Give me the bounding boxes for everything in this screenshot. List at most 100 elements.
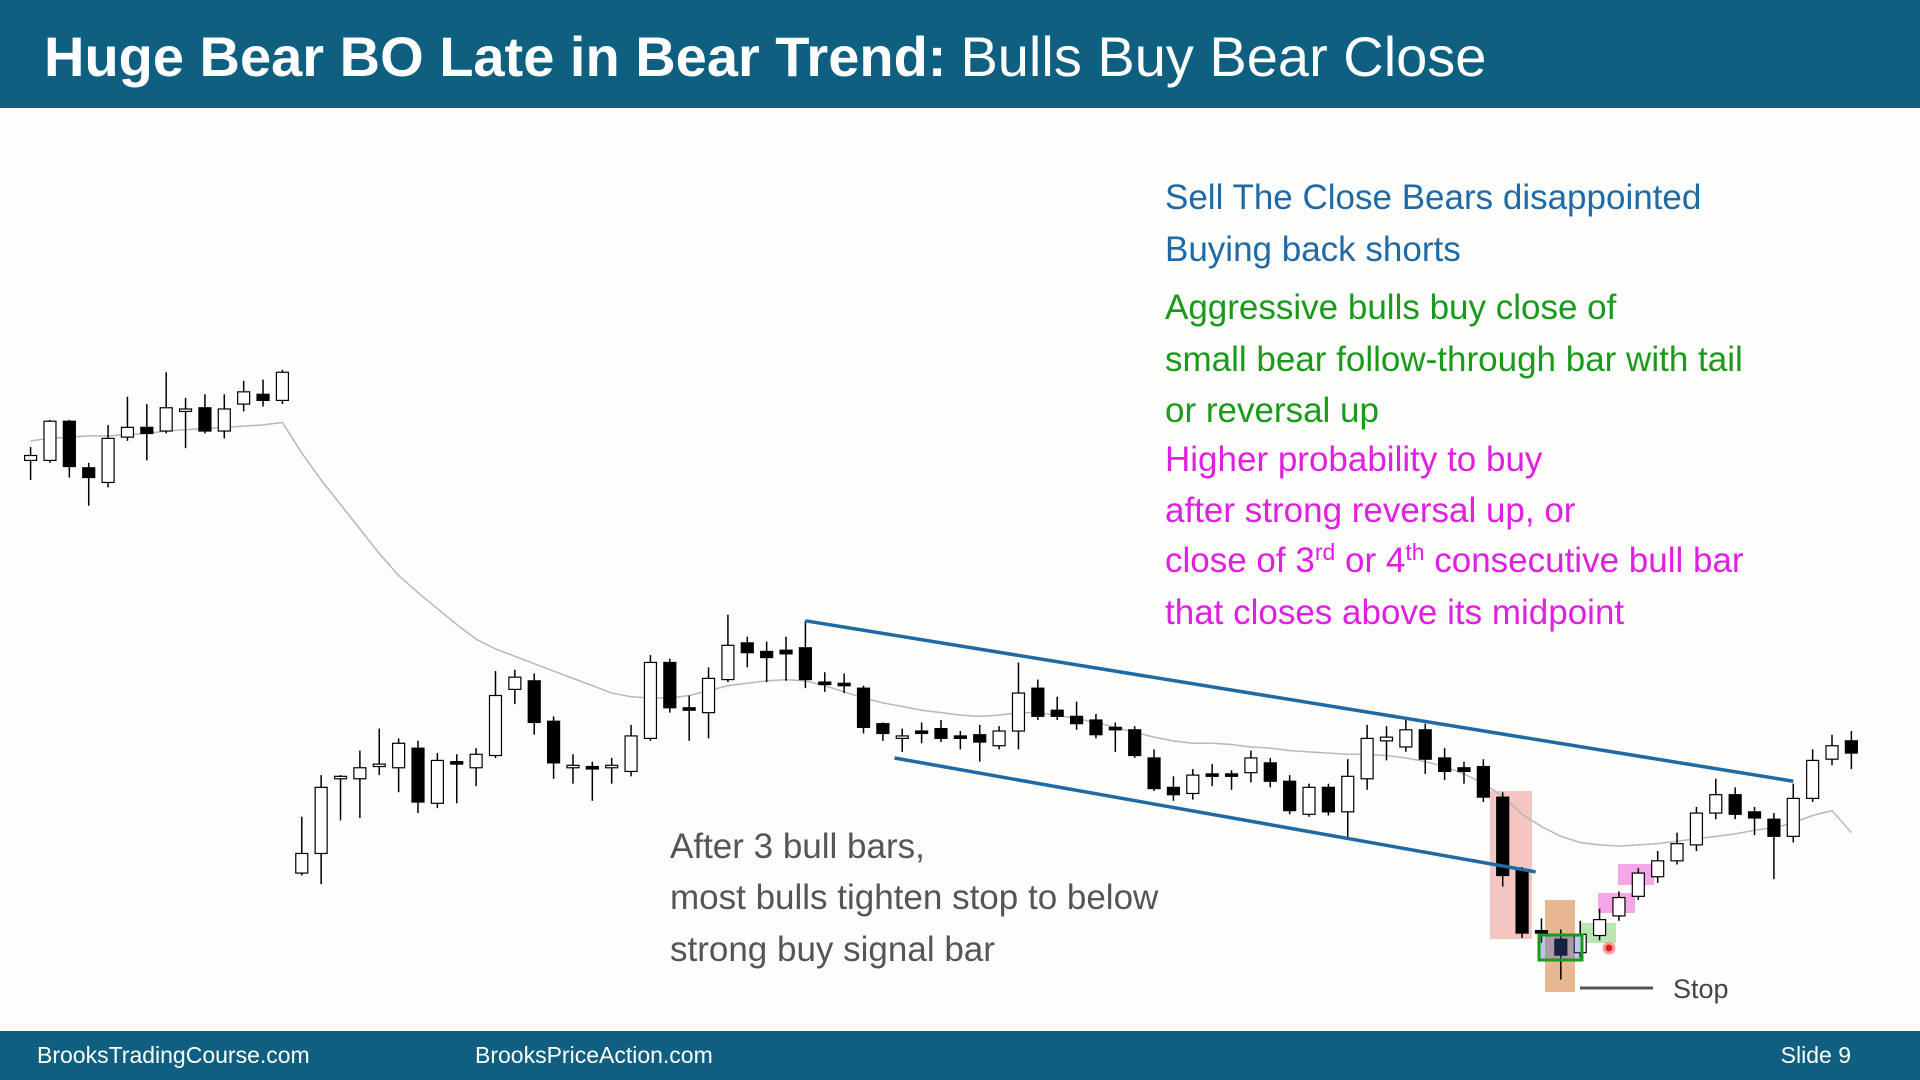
candle-body (295, 852, 309, 874)
note-part: consecutive bull bar (1425, 541, 1744, 580)
candle-body (1728, 794, 1742, 815)
superscript: th (1405, 539, 1424, 565)
candle-body (314, 786, 328, 855)
candle-body (1128, 729, 1142, 757)
note: Higher probability to buy (1165, 440, 1543, 479)
candle-body (818, 681, 832, 686)
candle-body (1321, 786, 1335, 813)
entry-dot (1602, 941, 1616, 955)
candle-body (798, 647, 813, 681)
candle-body (663, 661, 677, 709)
candle-body (469, 753, 483, 769)
candle-body (895, 735, 909, 739)
note: Buying back shorts (1165, 230, 1461, 269)
candle-body (198, 407, 212, 432)
note: close of 3rd or 4th consecutive bull bar (1165, 539, 1744, 580)
candle-body (1089, 719, 1103, 736)
blue-notes: Sell The Close Bears disappointed Buying… (1165, 178, 1701, 269)
candle-body (140, 426, 154, 435)
candle-body (934, 727, 948, 739)
note: small bear follow-through bar with tail (1165, 340, 1743, 379)
title-bold: Huge Bear BO Late in Bear Trend: (44, 25, 946, 88)
candle-body (953, 735, 967, 739)
candle-body (1050, 709, 1064, 717)
candle-body (159, 407, 173, 432)
candle-body (760, 650, 774, 659)
candle-body (392, 742, 406, 769)
candle-body (1806, 759, 1820, 799)
footer-middle: BrooksPriceAction.com (475, 1042, 713, 1068)
candle-body (1244, 757, 1258, 774)
candle-body (566, 764, 580, 769)
candle-body (508, 676, 522, 690)
slide-number: Slide 9 (1781, 1042, 1851, 1068)
candle-body (430, 759, 444, 804)
candle-body (973, 734, 987, 743)
note: After 3 bull bars, (670, 827, 925, 866)
candle-body (1205, 773, 1219, 777)
footer-left: BrooksTradingCourse.com (37, 1042, 310, 1068)
superscript: rd (1315, 539, 1335, 565)
gray-notes: After 3 bull bars, most bulls tighten st… (670, 827, 1159, 969)
candle-body (333, 775, 348, 780)
candle-body (256, 393, 270, 402)
candle-body (1689, 812, 1704, 846)
candle-body (1418, 729, 1432, 760)
note: Sell The Close Bears disappointed (1165, 178, 1701, 217)
candle-body (411, 747, 425, 803)
candle-body (62, 420, 76, 468)
candle-body (856, 687, 871, 728)
candle-body (624, 735, 638, 773)
candle-body (1825, 745, 1839, 760)
candle-body (1031, 687, 1045, 717)
candle-body (1108, 726, 1122, 731)
candle-body (275, 371, 290, 402)
candle-body (876, 723, 890, 735)
note: Aggressive bulls buy close of (1165, 288, 1617, 327)
candle-body (721, 644, 735, 681)
candle-body (585, 765, 599, 770)
note: most bulls tighten stop to below (670, 878, 1159, 917)
candle-body (372, 763, 386, 768)
candle-body (120, 426, 135, 438)
trend-line (894, 756, 1536, 874)
candle-body (837, 682, 851, 687)
candle-body (450, 761, 464, 765)
candle-body (353, 767, 367, 780)
candle-body (992, 730, 1006, 747)
note: after strong reversal up, or (1165, 491, 1576, 530)
candle-body (1399, 729, 1413, 748)
candle-body (1670, 843, 1684, 862)
candle-body (546, 720, 561, 764)
candle-body (527, 680, 541, 724)
candle-body (237, 391, 251, 405)
candle-body (43, 420, 57, 462)
candle-body (1767, 818, 1781, 837)
magenta-notes: Higher probability to buy after strong r… (1165, 440, 1744, 632)
note: or reversal up (1165, 391, 1379, 430)
note-part: or 4 (1335, 541, 1405, 580)
candle-body (701, 677, 716, 714)
candle-body (24, 454, 38, 462)
moving-average (30, 421, 1852, 847)
candle-body (1147, 757, 1161, 790)
header-bar (0, 0, 1920, 108)
candle-body (1496, 796, 1510, 877)
candle-body (1515, 870, 1529, 934)
slide-title: Huge Bear BO Late in Bear Trend: Bulls Bu… (44, 25, 1486, 88)
highlights (1490, 791, 1654, 992)
note: strong buy signal bar (670, 930, 995, 969)
candle-body (1166, 786, 1181, 796)
candle-body (1069, 715, 1084, 725)
candle-body (1476, 765, 1490, 798)
candle-body (1786, 797, 1800, 837)
candle-body (1651, 860, 1665, 878)
title-regular: Bulls Buy Bear Close (960, 25, 1486, 88)
candle-body (682, 707, 696, 711)
candle-body (1224, 773, 1239, 777)
candle-body (1612, 896, 1626, 917)
candle-body (1438, 757, 1452, 773)
candle-body (1341, 775, 1355, 813)
